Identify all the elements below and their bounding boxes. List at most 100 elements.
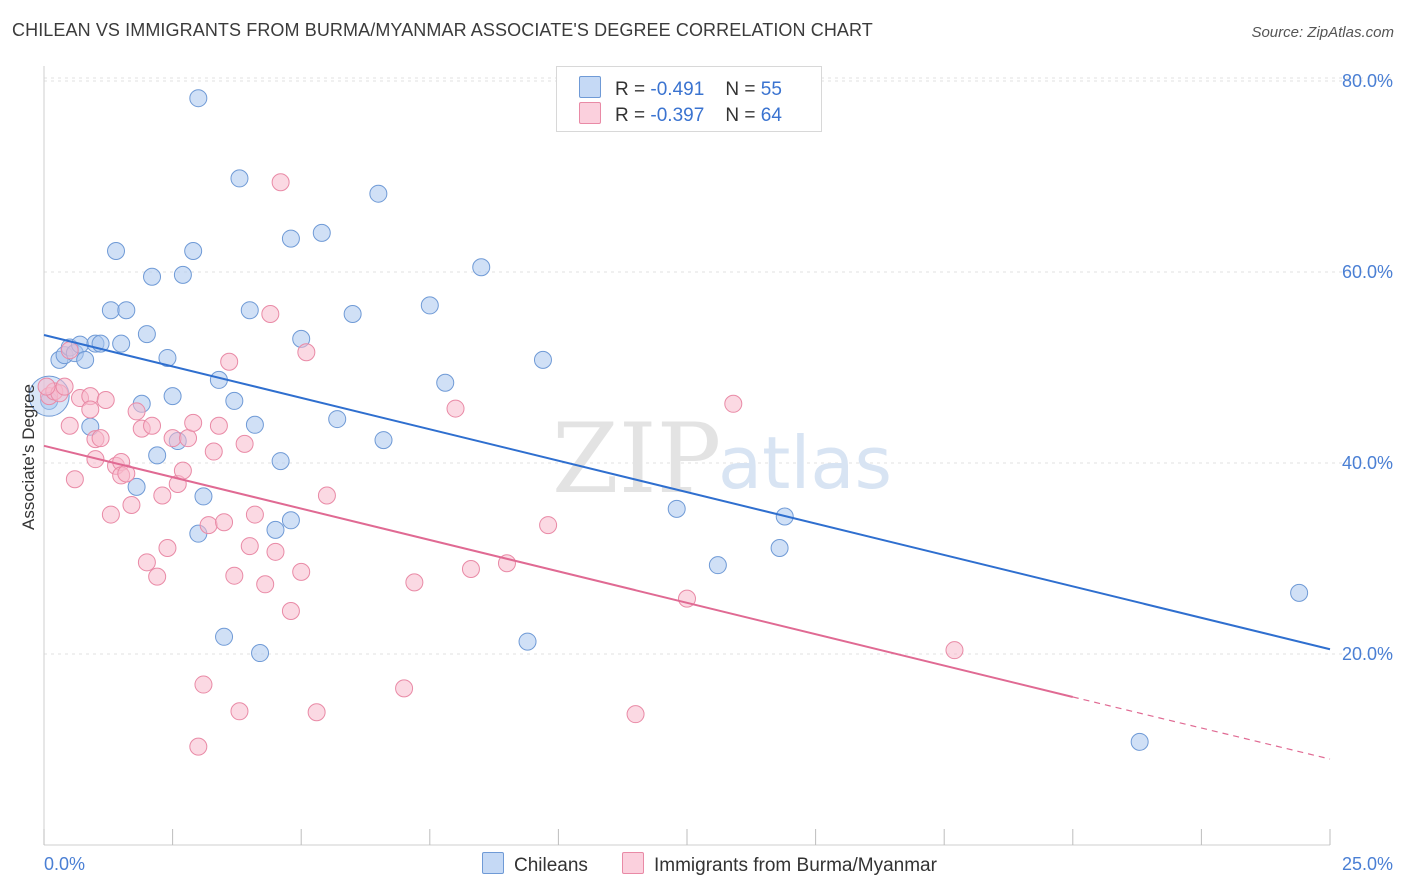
burma-point (37, 377, 56, 396)
burma-point (137, 553, 156, 572)
chileans-point (117, 301, 136, 320)
chileans-point (107, 241, 126, 260)
chileans-point (184, 241, 203, 260)
chileans-point (230, 169, 249, 188)
burma-point (724, 394, 743, 413)
chileans-point (173, 265, 192, 284)
chileans-point (343, 305, 362, 324)
legend-r-label: R = (615, 105, 646, 126)
chart-title: CHILEAN VS IMMIGRANTS FROM BURMA/MYANMAR… (12, 20, 873, 40)
chileans-point (163, 387, 182, 406)
chileans-point (533, 350, 552, 369)
burma-point (55, 377, 74, 396)
chileans-point (770, 538, 789, 557)
x-tick-max: 25.0% (1342, 854, 1393, 874)
chileans-point (271, 452, 290, 471)
bottom-legend-label-burma: Immigrants from Burma/Myanmar (654, 855, 937, 876)
burma-point (173, 461, 192, 480)
y-tick-label: 60.0% (1342, 262, 1393, 282)
legend-n-value-blue: 55 (760, 79, 782, 100)
burma-point (281, 602, 300, 621)
burma-point (256, 575, 275, 594)
chileans-point (281, 511, 300, 530)
burma-point (65, 470, 84, 489)
burma-point (297, 343, 316, 362)
chileans-point (127, 477, 146, 496)
legend-n-label: N = (725, 105, 756, 126)
burma-point (317, 486, 336, 505)
burma-point (189, 737, 208, 756)
chileans-point (194, 487, 213, 506)
chileans-point (137, 325, 156, 344)
burma-point (225, 566, 244, 585)
bottom-legend-swatch-pink (622, 852, 644, 874)
legend-swatch-pink (579, 102, 601, 124)
burma-point (945, 641, 964, 660)
axes: 20.0% 40.0% 60.0% 80.0% (43, 66, 1393, 846)
chileans-point (436, 373, 455, 392)
chileans-point (143, 267, 162, 286)
burma-point (199, 516, 218, 535)
burma-point (539, 516, 558, 535)
chileans-point (266, 520, 285, 539)
y-tick-label: 80.0% (1342, 71, 1393, 91)
legend-r-value-pink: -0.397 (650, 105, 705, 126)
burma-point (220, 352, 239, 371)
burma-point (158, 538, 177, 557)
legend-swatch-blue (579, 76, 601, 98)
chileans-point (245, 415, 264, 434)
burma-point (179, 429, 198, 448)
burma-point (405, 573, 424, 592)
chileans-point (158, 348, 177, 367)
y-tick-label: 20.0% (1342, 644, 1393, 664)
chileans-point (101, 301, 120, 320)
burma-point (215, 513, 234, 532)
burma-point (163, 429, 182, 448)
chileans-point (76, 350, 95, 369)
bottom-legend-chileans: Chileans (482, 852, 588, 877)
burma-point (143, 416, 162, 435)
burma-point (91, 429, 110, 448)
bottom-legend-burma: Immigrants from Burma/Myanmar (622, 852, 937, 877)
burma-point (292, 562, 311, 581)
chileans-point (472, 258, 491, 277)
burma-point (184, 413, 203, 432)
burma-point (235, 434, 254, 453)
burma-point (261, 305, 280, 324)
bottom-legend-label-chileans: Chileans (514, 855, 588, 876)
burma-point (209, 416, 228, 435)
burma-point (446, 399, 465, 418)
trend-line-burma (43, 444, 1074, 698)
chileans-point (225, 391, 244, 410)
chileans-point (1290, 583, 1309, 602)
chileans-point (1130, 732, 1149, 751)
chileans-point (240, 301, 259, 320)
burma-point (307, 703, 326, 722)
chileans-point (215, 627, 234, 646)
chileans-point (420, 296, 439, 315)
chileans-point (148, 446, 167, 465)
burma-point (245, 505, 264, 524)
y-axis-label: Associate's Degree (19, 384, 38, 530)
burma-point (395, 679, 414, 698)
burma-point (153, 486, 172, 505)
trend-lines (43, 334, 1331, 760)
chileans-point (667, 499, 686, 518)
y-tick-label: 40.0% (1342, 453, 1393, 473)
x-tick-min: 0.0% (44, 854, 85, 874)
burma-point (81, 400, 100, 419)
burma-point (127, 402, 146, 421)
chileans-point (312, 223, 331, 242)
burma-point (148, 567, 167, 586)
burma-point (60, 416, 79, 435)
burma-point (266, 542, 285, 561)
watermark-zip: ZIP (552, 403, 721, 515)
burma-point (626, 705, 645, 724)
watermark-atlas: atlas (718, 421, 892, 505)
trend-line-chileans (43, 334, 1331, 651)
source-label: Source: ZipAtlas.com (1251, 24, 1394, 41)
correlation-legend: R = -0.491 N = 55 R = -0.397 N = 64 (556, 66, 822, 132)
chileans-point (374, 431, 393, 450)
burma-point (101, 505, 120, 524)
